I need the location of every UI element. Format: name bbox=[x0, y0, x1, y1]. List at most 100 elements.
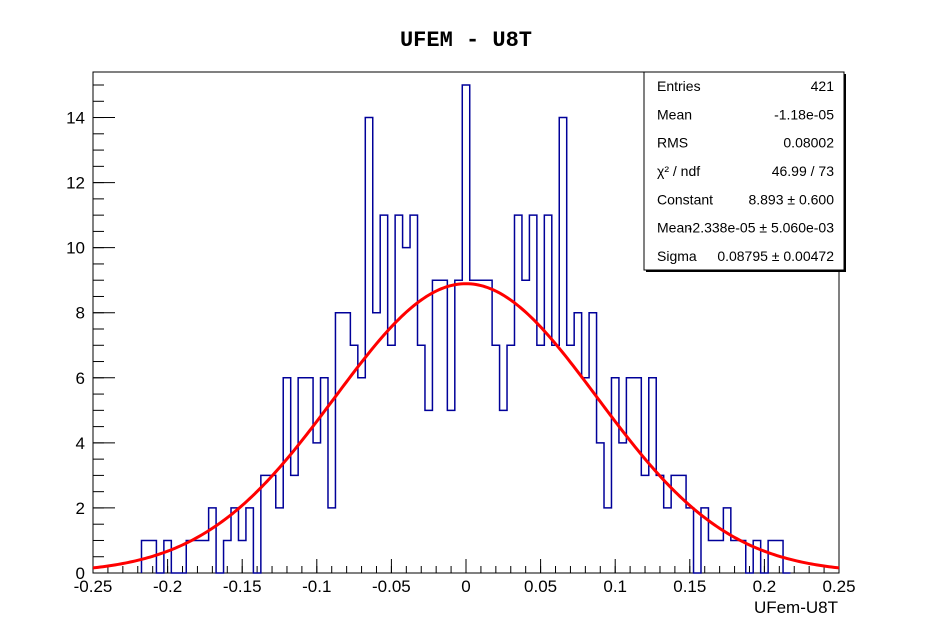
stats-row-label: χ² / ndf bbox=[657, 163, 700, 179]
gaussian-fit-curve bbox=[92, 282, 840, 570]
y-axis: 0 2 4 6 8 10 12 14 bbox=[66, 84, 115, 583]
x-tick-label: -0.2 bbox=[153, 577, 182, 596]
histogram-bin bbox=[313, 443, 320, 573]
histogram-bin bbox=[500, 410, 507, 573]
histogram-bin bbox=[529, 215, 536, 573]
y-tick-label: 10 bbox=[66, 239, 85, 258]
histogram-bin bbox=[626, 378, 633, 573]
stats-row-value: 421 bbox=[811, 78, 835, 94]
histogram-bin bbox=[507, 345, 514, 573]
histogram-bin bbox=[604, 508, 611, 573]
x-tick-label: -0.25 bbox=[74, 577, 113, 596]
x-tick-label: 0.05 bbox=[524, 577, 557, 596]
histogram-bin bbox=[514, 215, 521, 573]
histogram-bin bbox=[447, 410, 454, 573]
y-tick-label: 0 bbox=[76, 564, 85, 583]
histogram-bin bbox=[224, 540, 231, 573]
x-tick-label: -0.05 bbox=[372, 577, 411, 596]
histogram-bin bbox=[186, 540, 193, 573]
histogram-bin bbox=[686, 508, 693, 573]
histogram-bin bbox=[201, 540, 208, 573]
x-tick-label: 0.1 bbox=[603, 577, 627, 596]
histogram-bin bbox=[641, 475, 648, 573]
histogram-bin bbox=[656, 475, 663, 573]
histogram-bin bbox=[373, 313, 380, 573]
histogram-bin bbox=[582, 378, 589, 573]
x-tick-label: -0.15 bbox=[223, 577, 262, 596]
stats-row-value: 46.99 / 73 bbox=[772, 163, 834, 179]
histogram-bin bbox=[619, 443, 626, 573]
histogram-bin bbox=[298, 378, 305, 573]
chart-title: UFEM - U8T bbox=[400, 28, 532, 53]
x-axis-label: UFem-U8T bbox=[754, 598, 838, 617]
histogram-bin bbox=[485, 280, 492, 573]
histogram-bin bbox=[194, 540, 201, 573]
histogram-bin bbox=[365, 118, 372, 573]
histogram-bin bbox=[477, 280, 484, 573]
stats-row-value: -1.18e-05 bbox=[774, 106, 834, 122]
histogram-bin bbox=[418, 345, 425, 573]
histogram-bin bbox=[716, 540, 723, 573]
histogram-bin bbox=[335, 313, 342, 573]
histogram-bin bbox=[261, 475, 268, 573]
histogram-bin bbox=[634, 378, 641, 573]
stats-row-value: 0.08002 bbox=[783, 135, 834, 151]
histogram-bin bbox=[380, 215, 387, 573]
histogram-bin bbox=[410, 215, 417, 573]
histogram-bin bbox=[246, 508, 253, 573]
x-tick-label: -0.1 bbox=[302, 577, 331, 596]
histogram-bin bbox=[574, 313, 581, 573]
histogram-bin bbox=[649, 378, 656, 573]
histogram-bin bbox=[455, 280, 462, 573]
histogram-bin bbox=[268, 475, 275, 573]
histogram-bin bbox=[567, 345, 574, 573]
histogram-bin bbox=[552, 345, 559, 573]
histogram-bin bbox=[164, 540, 171, 573]
histogram-bin bbox=[664, 508, 671, 573]
histogram-bin bbox=[537, 345, 544, 573]
histogram-bin bbox=[388, 345, 395, 573]
x-tick-label: 0.2 bbox=[753, 577, 777, 596]
y-tick-label: 14 bbox=[66, 109, 85, 128]
histogram-bin bbox=[470, 280, 477, 573]
histogram-series bbox=[140, 84, 791, 574]
histogram-bin bbox=[291, 475, 298, 573]
histogram-bin bbox=[425, 410, 432, 573]
histogram-bin bbox=[679, 475, 686, 573]
histogram-bin bbox=[731, 540, 738, 573]
histogram-bin bbox=[738, 540, 745, 573]
x-tick-label: 0.25 bbox=[822, 577, 855, 596]
stats-box: Entries 421 Mean -1.18e-05 RMS 0.08002 χ² / nd… bbox=[643, 71, 846, 272]
histogram-bin bbox=[403, 248, 410, 573]
stats-row-value: 0.08795 ± 0.00472 bbox=[717, 248, 834, 264]
histogram-bin bbox=[597, 443, 604, 573]
histogram-bin bbox=[328, 508, 335, 573]
stats-row-label: RMS bbox=[657, 135, 688, 151]
stats-row-label: Constant bbox=[657, 191, 713, 207]
histogram-bin bbox=[350, 345, 357, 573]
histogram-bin bbox=[395, 215, 402, 573]
histogram-bin bbox=[522, 280, 529, 573]
x-tick-label: 0.15 bbox=[673, 577, 706, 596]
y-tick-label: 6 bbox=[76, 369, 85, 388]
histogram-bin bbox=[231, 508, 238, 573]
histogram-bin bbox=[440, 280, 447, 573]
histogram-bin bbox=[753, 540, 760, 573]
stats-row-label: Mean bbox=[657, 220, 692, 236]
histogram-bin bbox=[768, 540, 775, 573]
stats-row-label: Mean bbox=[657, 106, 692, 122]
stats-box-frame bbox=[643, 71, 845, 271]
histogram-bin bbox=[209, 508, 216, 573]
y-tick-label: 8 bbox=[76, 304, 85, 323]
stats-row-label: Entries bbox=[657, 78, 701, 94]
histogram-bin bbox=[432, 280, 439, 573]
histogram-bin bbox=[306, 378, 313, 573]
stats-row-value: -2.338e-05 ± 5.060e-03 bbox=[688, 220, 834, 236]
histogram-bin bbox=[708, 540, 715, 573]
histogram-bin bbox=[589, 313, 596, 573]
y-tick-label: 12 bbox=[66, 174, 85, 193]
histogram-bin bbox=[238, 540, 245, 573]
histogram-bin bbox=[492, 345, 499, 573]
stats-row-label: Sigma bbox=[657, 248, 697, 264]
